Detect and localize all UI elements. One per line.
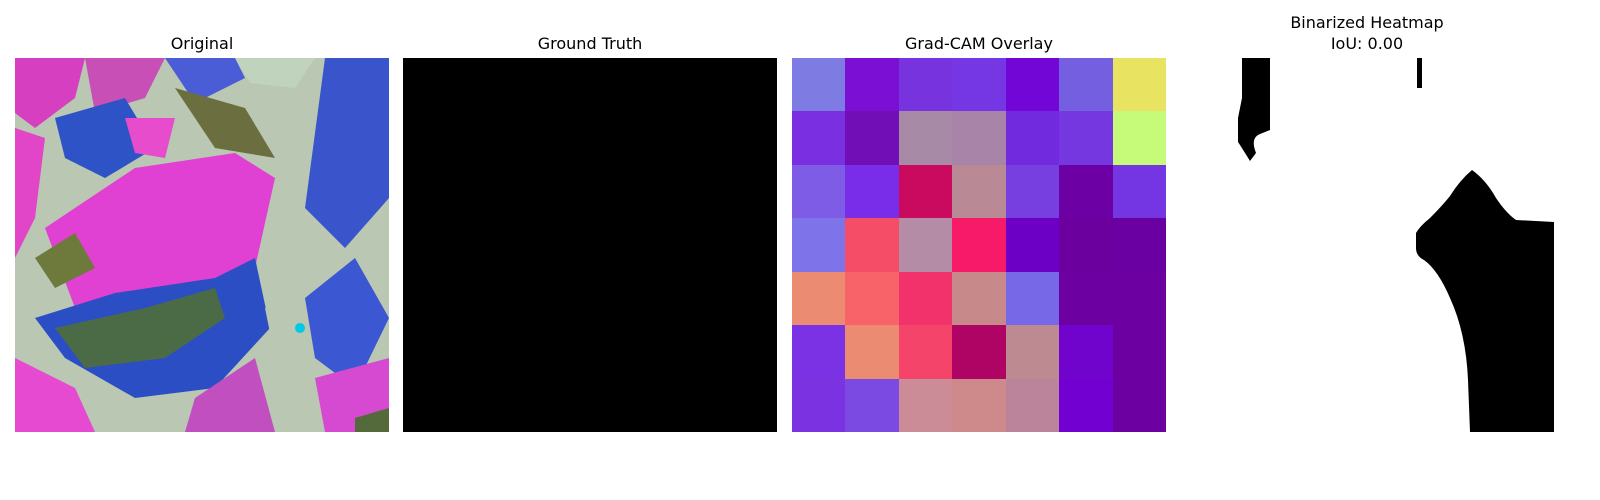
- panel-title-original: Original: [170, 34, 234, 53]
- gradcam-cell: [1005, 111, 1060, 165]
- gradcam-cell: [952, 325, 1006, 379]
- gradcam-cell: [845, 271, 899, 326]
- gradcam-cell: [845, 218, 899, 272]
- gradcam-cell: [1112, 218, 1166, 272]
- binarized-heatmap-picture: [1180, 58, 1554, 432]
- gradcam-cell: [952, 378, 1006, 432]
- gradcam-cell: [1005, 164, 1060, 219]
- gradcam-cell: [792, 325, 846, 379]
- gradcam-cell: [1112, 111, 1166, 165]
- gradcam-cell: [898, 271, 953, 326]
- gradcam-grid: [792, 58, 1166, 432]
- gradcam-cell: [1005, 378, 1060, 432]
- gradcam-cell: [898, 378, 953, 432]
- gradcam-cell: [845, 111, 899, 165]
- gradcam-cell: [1005, 271, 1060, 326]
- gradcam-cell: [1112, 164, 1166, 219]
- gradcam-cell: [1059, 271, 1113, 326]
- gradcam-cell: [792, 218, 846, 272]
- gradcam-cell: [1112, 271, 1166, 326]
- gradcam-cell: [792, 58, 846, 112]
- gradcam-cell: [845, 58, 899, 112]
- panel-title-binarized-heatmap: Binarized Heatmap IoU: 0.00: [1180, 12, 1554, 54]
- gradcam-cell: [792, 271, 846, 326]
- gradcam-cell: [845, 325, 899, 379]
- gradcam-cell: [1112, 378, 1166, 432]
- gradcam-cell: [1059, 58, 1113, 112]
- gradcam-cell: [1112, 325, 1166, 379]
- gradcam-cell: [845, 378, 899, 432]
- gradcam-cell: [952, 111, 1006, 165]
- gradcam-cell: [1005, 325, 1060, 379]
- gradcam-cell: [1059, 218, 1113, 272]
- gradcam-cell: [1112, 58, 1166, 112]
- panel-title-ground-truth: Ground Truth: [537, 34, 643, 53]
- gradcam-cell: [952, 271, 1006, 326]
- gradcam-cell: [898, 164, 953, 219]
- gradcam-cell: [792, 378, 846, 432]
- gradcam-cell: [845, 164, 899, 219]
- gradcam-cell: [952, 218, 1006, 272]
- ground-truth-fill: [403, 58, 777, 432]
- gradcam-overlay: [792, 58, 1166, 432]
- ground-truth-mask: [403, 58, 777, 432]
- gradcam-cell: [1059, 378, 1113, 432]
- panel-title-gradcam-overlay: Grad-CAM Overlay: [905, 34, 1053, 53]
- gradcam-cell: [952, 58, 1006, 112]
- gradcam-cell: [1005, 218, 1060, 272]
- gradcam-cell: [898, 58, 953, 112]
- gradcam-cell: [792, 111, 846, 165]
- gradcam-cell: [1005, 58, 1060, 112]
- original-image-picture: [15, 58, 389, 432]
- gradcam-cell: [898, 325, 953, 379]
- gradcam-cell: [1059, 164, 1113, 219]
- binarized-heatmap-title: Binarized Heatmap: [1290, 13, 1444, 32]
- original-image: [15, 58, 389, 432]
- gradcam-cell: [792, 164, 846, 219]
- gradcam-cell: [898, 111, 953, 165]
- iou-score: IoU: 0.00: [1330, 34, 1404, 53]
- binarized-heatmap: [1180, 58, 1554, 432]
- gradcam-cell: [1059, 111, 1113, 165]
- gradcam-cell: [898, 218, 953, 272]
- gradcam-cell: [1059, 325, 1113, 379]
- gradcam-cell: [952, 164, 1006, 219]
